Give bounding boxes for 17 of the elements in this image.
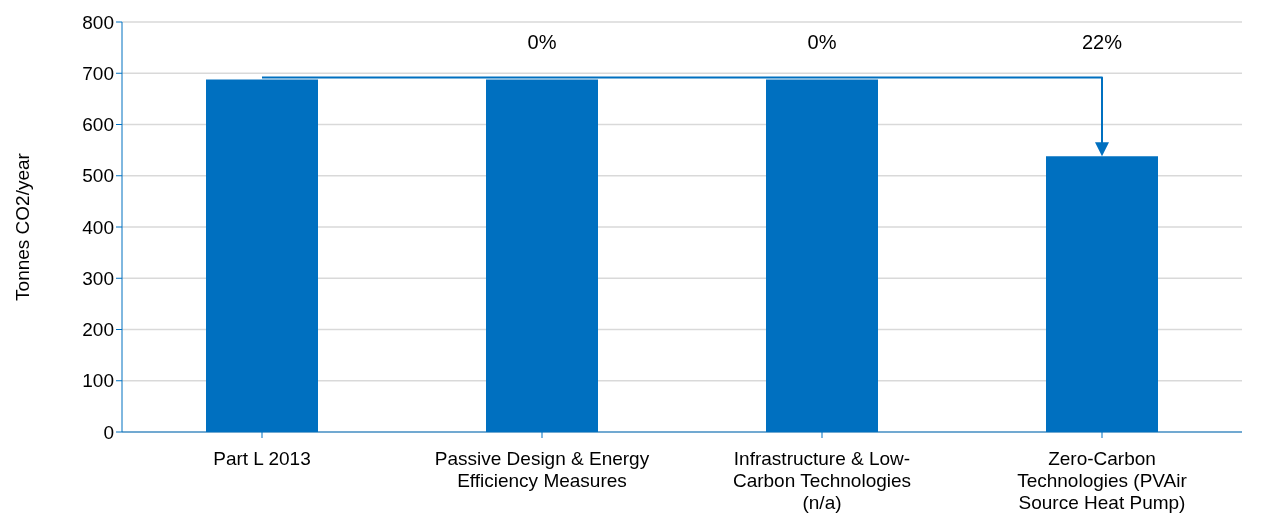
y-tick-label: 700 <box>82 63 114 84</box>
y-tick-label: 800 <box>82 11 114 33</box>
x-tick-label: Part L 2013 <box>213 448 311 470</box>
y-tick-label: 600 <box>82 114 114 136</box>
y-tick-label: 400 <box>82 216 114 238</box>
x-tick-label: Zero-Carbon Technologies (PVAir Source Heat Pump) <box>1017 448 1188 513</box>
y-axis-title: Tonnes CO2/year <box>11 152 33 301</box>
y-tick-label: 200 <box>82 319 114 341</box>
annotation: 22% <box>1081 31 1123 54</box>
y-tick-label: 0 <box>103 421 114 443</box>
x-tick-label: Infrastructure & Low-Carbon Technologies (n/a) <box>732 448 912 513</box>
y-tick-label: 500 <box>82 165 114 187</box>
annotation: 0% <box>527 31 557 54</box>
y-tick-label: 300 <box>82 267 114 289</box>
x-tick-label: Passive Design & Energy Efficiency Measures <box>434 448 650 491</box>
annotation: 0% <box>807 31 837 54</box>
y-tick-label: 100 <box>82 370 114 392</box>
